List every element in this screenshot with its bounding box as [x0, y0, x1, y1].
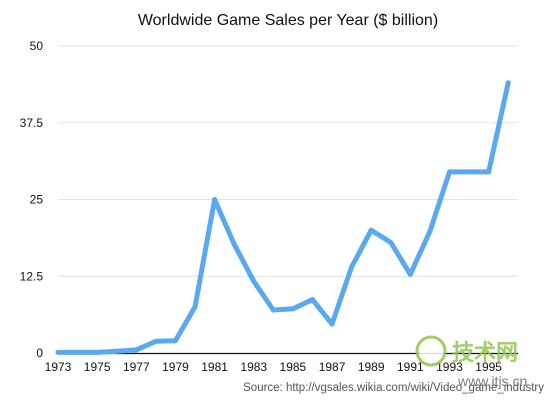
x-tick-label: 1987: [319, 360, 346, 374]
data-point: [270, 307, 276, 313]
data-point: [172, 338, 178, 344]
data-point: [133, 347, 139, 353]
data-point: [309, 297, 315, 303]
y-tick-label: 12.5: [20, 269, 44, 283]
data-point: [231, 241, 237, 247]
data-point: [153, 338, 159, 344]
data-point: [407, 271, 413, 277]
data-point: [94, 349, 100, 355]
y-tick-label: 37.5: [20, 116, 44, 130]
series-line: [55, 80, 511, 355]
data-point: [212, 197, 218, 202]
data-point: [349, 264, 355, 270]
x-tick-label: 1989: [358, 360, 385, 374]
y-tick-label: 50: [30, 39, 44, 53]
chart-title: Worldwide Game Sales per Year ($ billion…: [138, 12, 438, 29]
series-group: [55, 80, 511, 355]
x-tick-label: 1991: [397, 360, 424, 374]
data-point: [329, 321, 335, 327]
y-tick-label: 0: [36, 346, 43, 360]
x-tick-label: 1979: [162, 360, 189, 374]
watermark-text: 技术网: [452, 340, 518, 365]
x-tick-label: 1975: [84, 360, 111, 374]
data-point: [290, 306, 296, 312]
x-tick-label: 1977: [123, 360, 150, 374]
x-tick-label: 1993: [436, 360, 463, 374]
data-point: [486, 169, 492, 175]
data-point: [114, 348, 120, 354]
data-point: [505, 80, 511, 86]
x-tick-label: 1981: [201, 360, 228, 374]
data-point: [446, 169, 452, 175]
data-point: [75, 349, 81, 355]
data-point: [55, 349, 61, 355]
x-tick-label: 1983: [240, 360, 267, 374]
data-point: [427, 228, 433, 234]
x-tick-label: 1985: [280, 360, 307, 374]
data-point: [368, 227, 374, 233]
watermark-logo-icon: [415, 335, 447, 367]
data-point: [251, 278, 257, 284]
x-tick-label: 1995: [475, 360, 502, 374]
data-point: [192, 304, 198, 310]
watermark-url: www.itjs.cn: [457, 373, 527, 389]
source-note: Source: http://vgsales.wikia.com/wiki/Vi…: [243, 382, 544, 394]
data-point: [388, 239, 394, 245]
y-tick-label: 25: [30, 193, 44, 207]
y-axis-ticks: 0 12.5 25 37.5 50: [20, 39, 44, 360]
x-axis-ticks: 1973 1975 1977 1979 1981 1983 1985 1987 1989 1991…: [45, 360, 503, 374]
watermark: 技术网 www.itjs.cn: [415, 335, 527, 389]
data-point: [466, 169, 472, 175]
x-tick-label: 1973: [45, 360, 72, 374]
